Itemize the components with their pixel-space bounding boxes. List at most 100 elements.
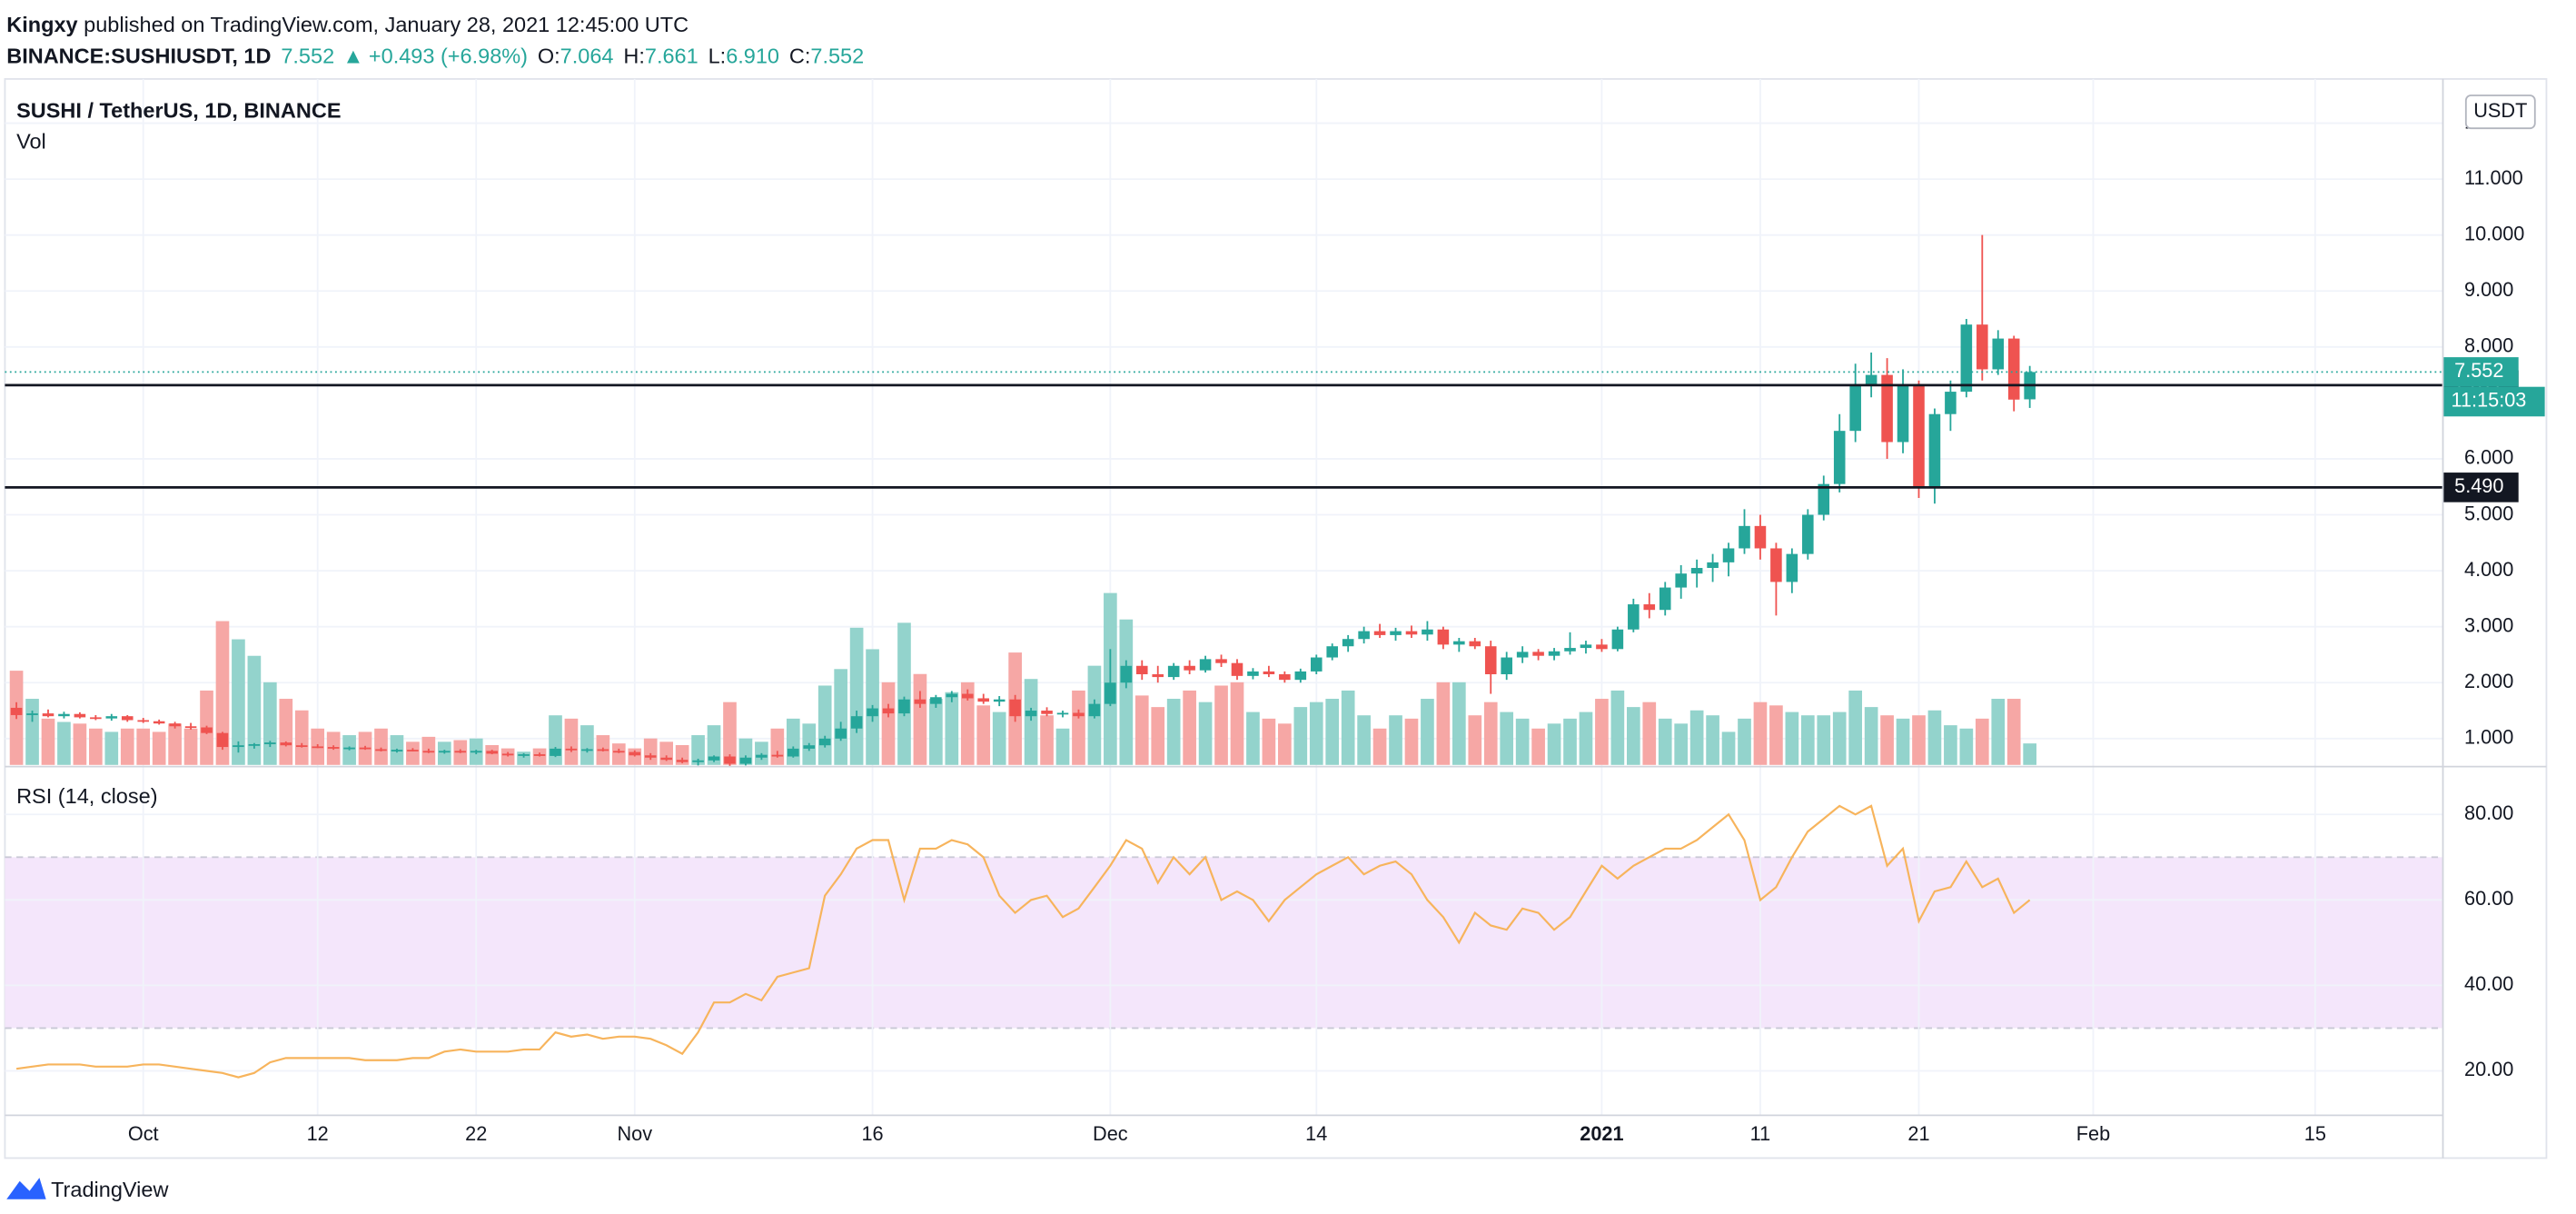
- candle-body: [1580, 644, 1592, 649]
- candle-body: [1342, 639, 1354, 647]
- volume-bar: [294, 710, 309, 765]
- volume-bar: [1230, 682, 1244, 765]
- y-tick-label: 2.000: [2464, 670, 2513, 692]
- candle-body: [169, 723, 181, 727]
- y-tick-label: 5.000: [2464, 502, 2513, 524]
- volume-bar: [183, 728, 198, 765]
- volume-bar: [1610, 690, 1625, 765]
- candle-body: [724, 756, 736, 764]
- candle-body: [327, 747, 340, 749]
- publish-line: Kingxy published on TradingView.com, Jan…: [6, 13, 689, 36]
- candle-body: [1279, 674, 1291, 681]
- candle-body: [1105, 682, 1116, 704]
- candle-body: [1865, 374, 1878, 386]
- volume-bar: [1151, 707, 1165, 765]
- candle-body: [1422, 629, 1433, 635]
- candle-body: [1390, 631, 1402, 635]
- volume-bar: [817, 685, 832, 765]
- candle-body: [10, 707, 23, 715]
- volume-bar: [1246, 711, 1260, 765]
- candle-body: [1373, 631, 1386, 635]
- candle-body: [1532, 652, 1544, 656]
- volume-bar: [1119, 619, 1134, 765]
- brand: TradingView: [51, 1178, 169, 1201]
- volume-bar: [580, 725, 594, 765]
- candle-body: [1928, 413, 1941, 487]
- volume-bar: [691, 735, 705, 765]
- volume-bar: [1674, 723, 1689, 765]
- countdown: 11:15:03: [2452, 389, 2527, 412]
- candle-body: [1977, 324, 1988, 370]
- currency-box: [2464, 95, 2536, 130]
- candle-body: [312, 746, 323, 749]
- candle-body: [533, 754, 546, 756]
- volume-bar: [1055, 728, 1070, 765]
- candle-body: [90, 717, 102, 720]
- y-tick-label: 4.000: [2464, 558, 2513, 581]
- logo-icon: [6, 1178, 46, 1199]
- candle-body: [470, 751, 482, 753]
- candle-body: [1707, 562, 1719, 569]
- candle-body: [422, 751, 435, 753]
- candle-body: [1484, 646, 1497, 675]
- candle-body: [295, 745, 308, 748]
- currency: USDT: [2473, 99, 2527, 122]
- volume-bar: [1262, 718, 1276, 765]
- candle-body: [660, 757, 672, 761]
- candle-body: [1913, 385, 1925, 487]
- candle-body: [1659, 587, 1671, 611]
- candle-body: [74, 713, 86, 718]
- volume-bar: [1959, 728, 1974, 765]
- candle-body: [105, 716, 118, 719]
- y-tick-label: 1.000: [2464, 726, 2513, 749]
- candle-body: [1056, 712, 1069, 715]
- volume-bar: [57, 721, 71, 765]
- candle-body: [1167, 665, 1180, 678]
- volume-bar: [770, 728, 785, 765]
- y-tick-label: 6.000: [2464, 446, 2513, 469]
- volume-bar: [976, 705, 991, 765]
- volume-bar: [279, 699, 293, 765]
- candle-body: [1326, 646, 1338, 658]
- price-label-box: [2442, 473, 2519, 503]
- candle-body: [1025, 711, 1037, 717]
- candle-body: [1833, 431, 1846, 484]
- candle-body: [137, 720, 149, 722]
- candle-body: [1881, 374, 1893, 443]
- x-tick-label: 16: [861, 1122, 883, 1145]
- y-tick-label: 80.00: [2464, 801, 2513, 824]
- field-value: 7.661: [645, 45, 698, 68]
- volume-bar: [1595, 699, 1609, 765]
- candle-body: [1675, 573, 1687, 588]
- price: 7.552: [281, 45, 334, 68]
- field-value: 7.064: [560, 45, 614, 68]
- volume-bar: [89, 728, 103, 765]
- volume-bar: [549, 715, 562, 765]
- candle-body: [1611, 629, 1624, 650]
- volume-bar: [913, 673, 927, 765]
- candle-body: [581, 749, 593, 751]
- volume-bar: [232, 639, 245, 765]
- x-tick-label: 22: [465, 1122, 487, 1145]
- candle-body: [1009, 699, 1021, 717]
- candle-body: [1184, 665, 1195, 671]
- candle-body: [1247, 671, 1259, 676]
- candle-body: [850, 716, 863, 729]
- volume-bar: [1880, 715, 1894, 765]
- candle-body: [1358, 631, 1370, 640]
- candle-body: [898, 699, 910, 714]
- tradingview-logo: TradingView: [6, 1178, 169, 1201]
- field-key: H:: [623, 45, 645, 68]
- candle-body: [1263, 671, 1275, 675]
- panes: Oct 12 22 Nov 16 Dec 14 2021 11 21 Feb 15 1.000 2.000…: [5, 78, 2545, 1145]
- candle-body: [153, 721, 165, 724]
- candle-body: [1199, 659, 1212, 671]
- volume-bar: [1483, 702, 1498, 765]
- candle-body: [439, 751, 451, 753]
- candle-body: [264, 742, 276, 744]
- volume-bar: [1214, 685, 1228, 765]
- candle-body: [1722, 548, 1735, 562]
- candle-body: [42, 713, 54, 717]
- candle-body: [121, 716, 134, 721]
- x-tick-label: Feb: [2076, 1122, 2110, 1145]
